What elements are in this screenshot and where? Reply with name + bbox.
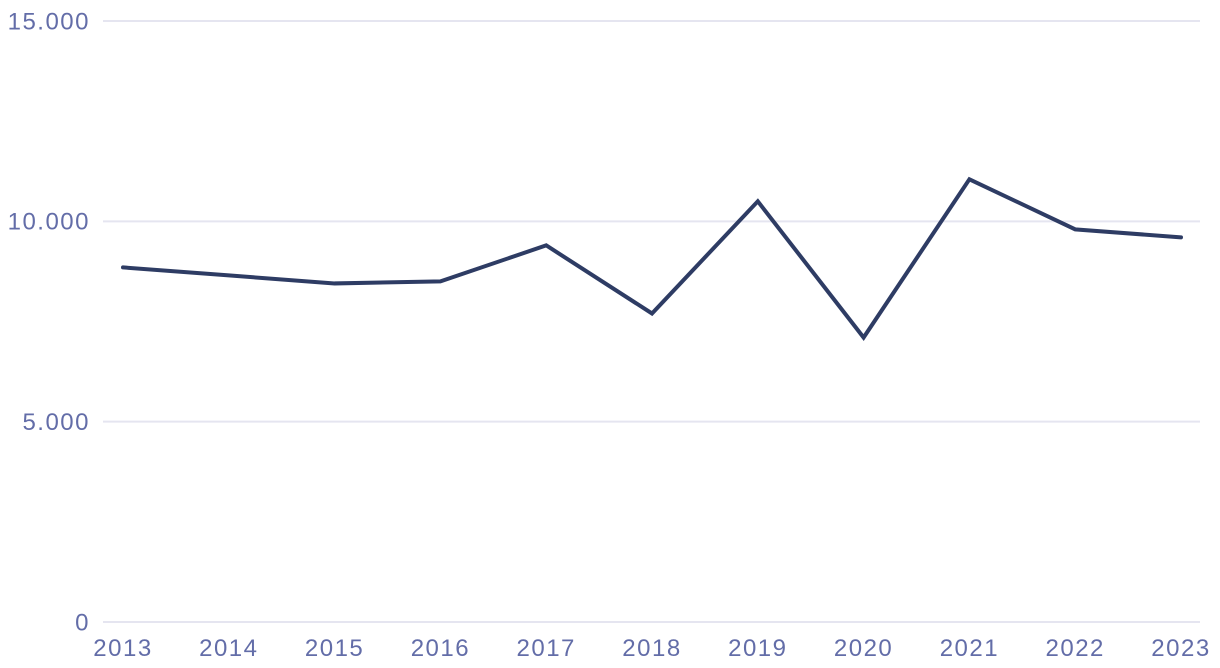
y-axis-labels-group: 0 5.000 10.000 15.000	[8, 8, 90, 636]
x-axis-tick-label: 2013	[93, 635, 152, 662]
x-axis-tick-label: 2018	[622, 635, 681, 662]
y-axis-tick-label: 15.000	[8, 8, 90, 35]
x-axis-tick-label: 2023	[1151, 635, 1210, 662]
x-axis-tick-label: 2014	[199, 635, 258, 662]
x-axis-tick-label: 2016	[411, 635, 470, 662]
y-axis-tick-label: 0	[75, 609, 90, 636]
series-lines-group	[121, 176, 1183, 341]
x-axis-tick-label: 2019	[728, 635, 787, 662]
x-axis-tick-label: 2020	[834, 635, 893, 662]
x-axis-tick-label: 2015	[305, 635, 364, 662]
gridlines-group	[103, 20, 1200, 623]
x-axis-tick-label: 2022	[1046, 635, 1105, 662]
data-line-annual-value	[121, 176, 1183, 341]
x-axis-labels-group: 2013 2014 2015 2016 2017 2018 2019 2020 2021 2022…	[93, 635, 1210, 662]
x-axis-tick-label: 2017	[517, 635, 576, 662]
y-axis-tick-label: 5.000	[22, 409, 90, 436]
y-axis-tick-label: 10.000	[8, 209, 90, 236]
x-axis-tick-label: 2021	[940, 635, 999, 662]
